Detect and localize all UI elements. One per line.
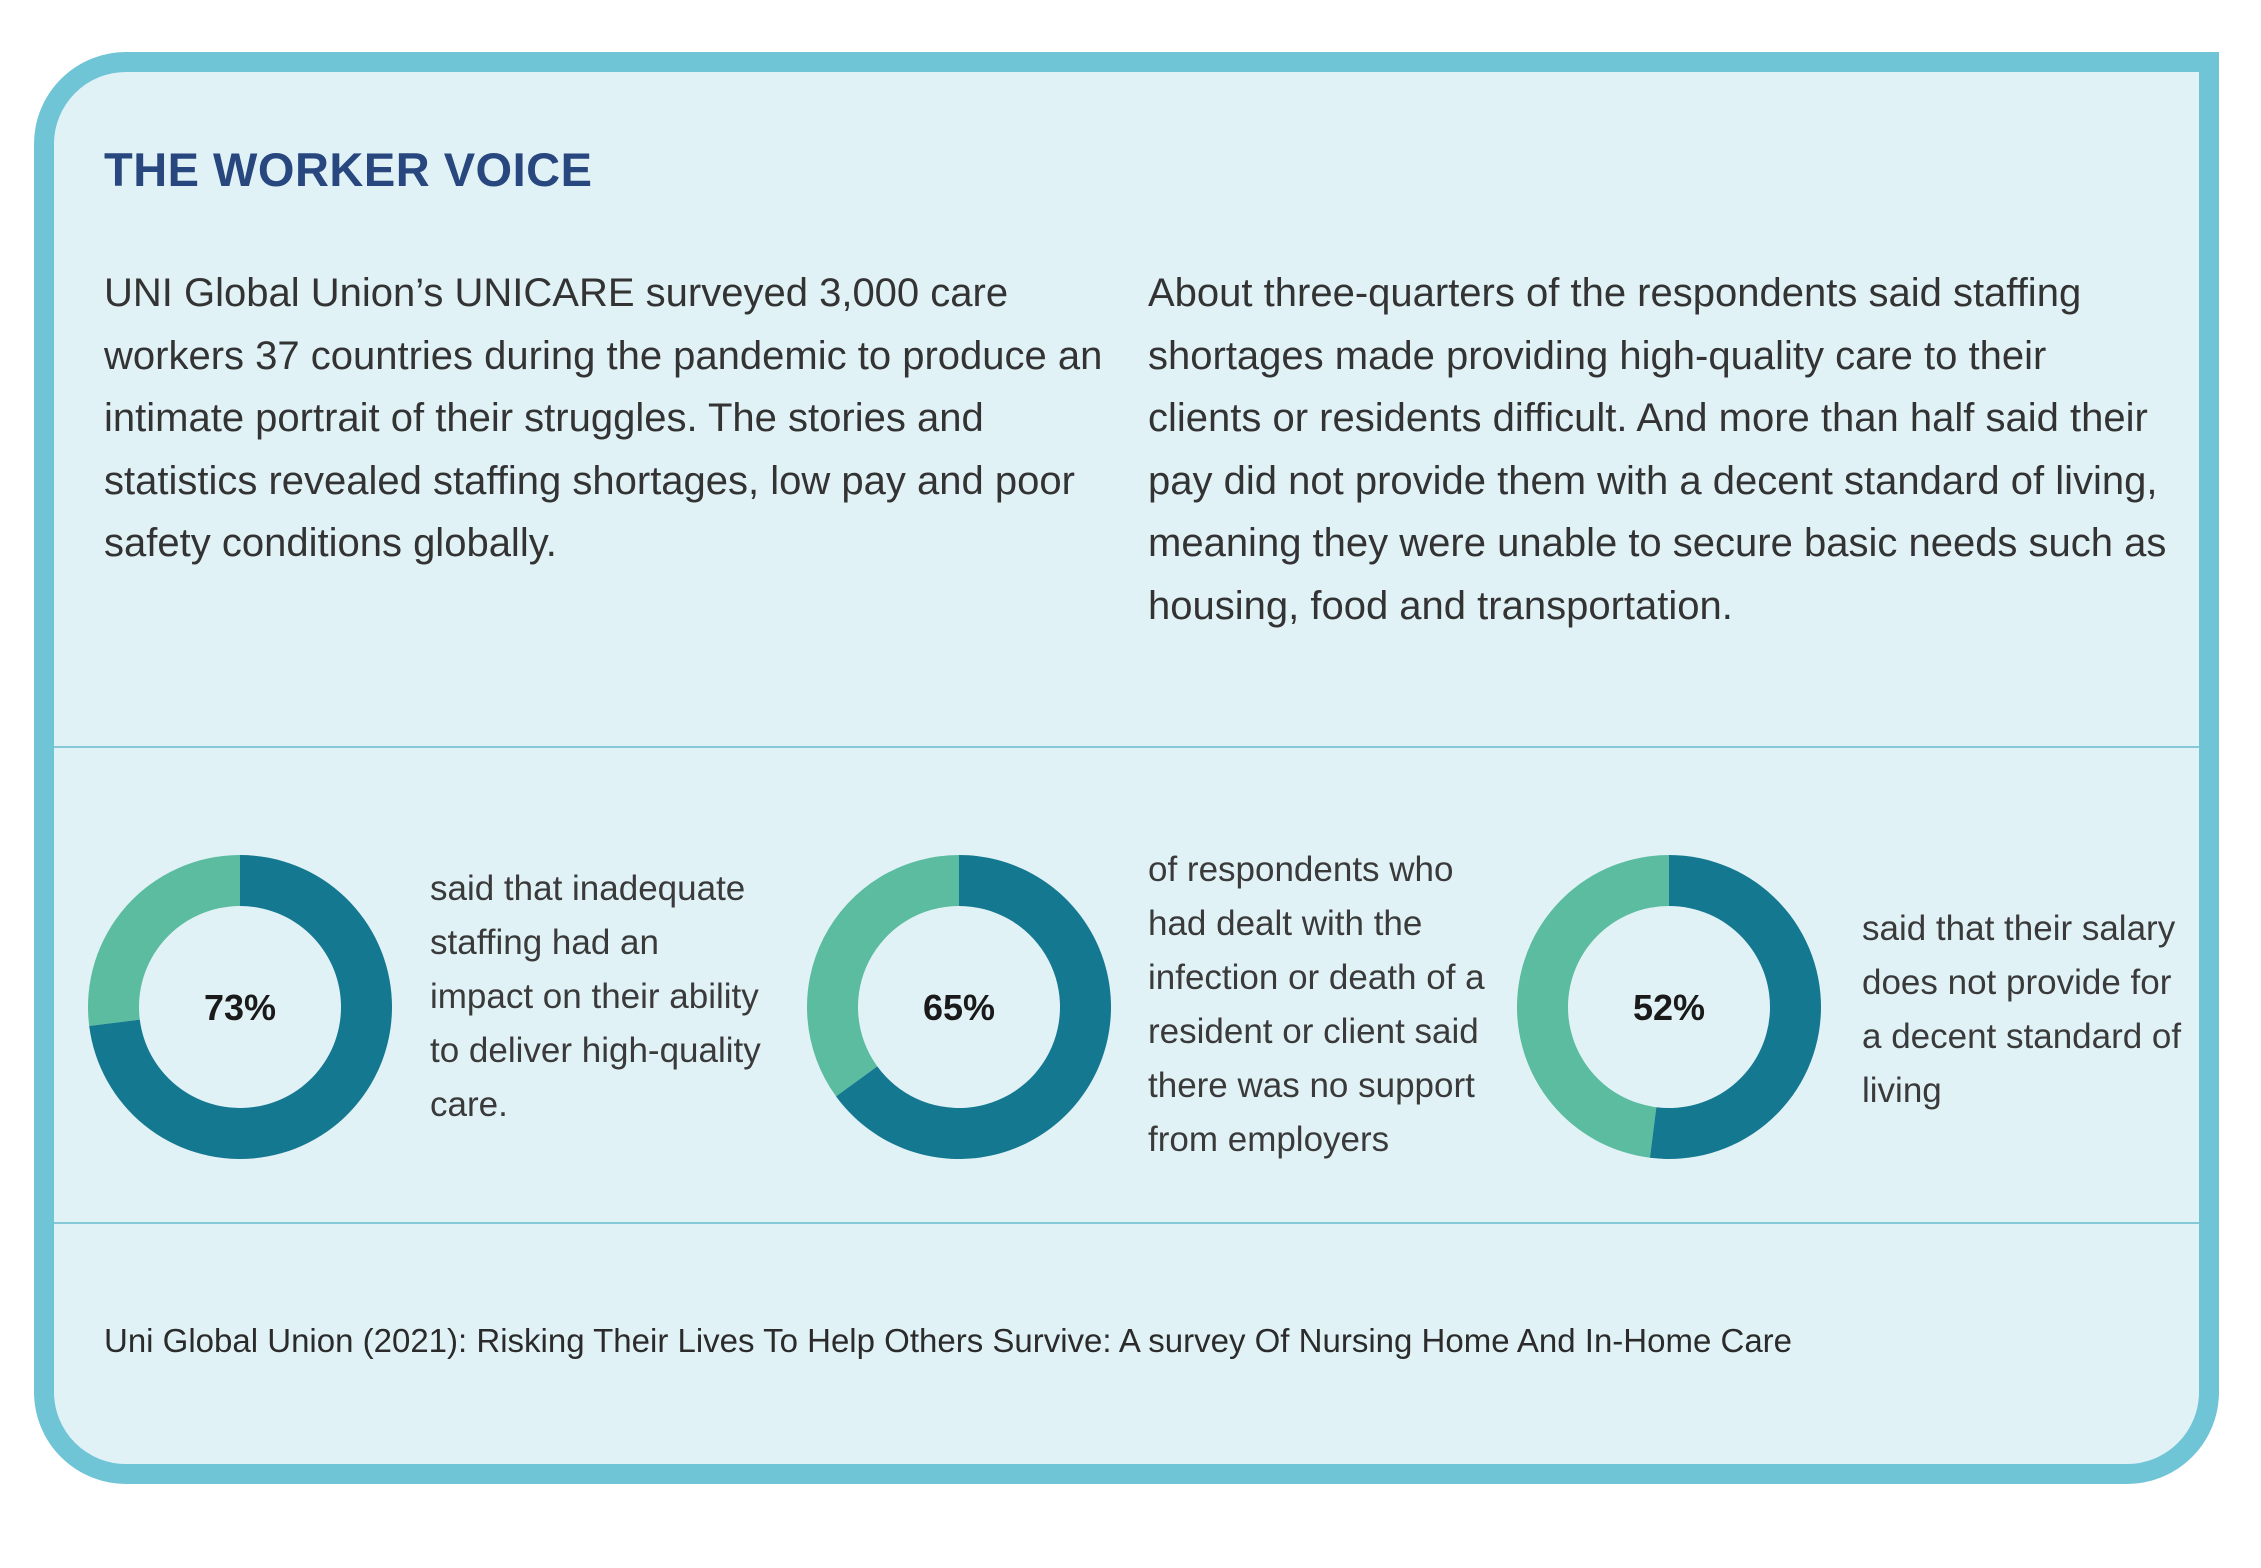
intro-right-paragraph: About three-quarters of the respondents … xyxy=(1148,271,2167,628)
donut-2-remainder-segment xyxy=(807,855,959,1097)
donut-chart-1: 73% xyxy=(85,852,395,1162)
info-panel xyxy=(34,52,2219,1484)
intro-left-paragraph: UNI Global Union’s UNICARE surveyed 3,00… xyxy=(104,271,1103,565)
donut-3-value-segment xyxy=(1649,855,1821,1159)
donut-svg-1: 73% xyxy=(88,855,393,1159)
source-citation: Uni Global Union (2021): Risking Their L… xyxy=(104,1322,1793,1359)
donut-3-remainder-segment xyxy=(1517,855,1669,1158)
donut-chart-2: 65% xyxy=(804,852,1114,1162)
donut-3-percent-label: 52% xyxy=(1633,987,1705,1028)
donut-1-percent-label: 73% xyxy=(204,987,276,1028)
donut-svg-2: 65% xyxy=(807,855,1111,1159)
stat-3-caption: said that their salary does not provide … xyxy=(1862,909,2182,1110)
donut-svg-3: 52% xyxy=(1517,855,1821,1159)
stat-2-caption: of respondents who had dealt with the in… xyxy=(1148,850,1485,1159)
donut-2-value-segment xyxy=(836,855,1111,1159)
donut-1-remainder-segment xyxy=(88,855,240,1027)
panel-title: THE WORKER VOICE xyxy=(104,143,593,196)
donut-1-value-segment xyxy=(89,855,393,1159)
stat-1-caption: said that inadequate staffing had an imp… xyxy=(430,869,761,1124)
donut-chart-3: 52% xyxy=(1514,852,1824,1162)
bottom-divider xyxy=(54,1222,2199,1224)
donut-2-percent-label: 65% xyxy=(923,987,995,1028)
top-divider xyxy=(54,746,2199,748)
